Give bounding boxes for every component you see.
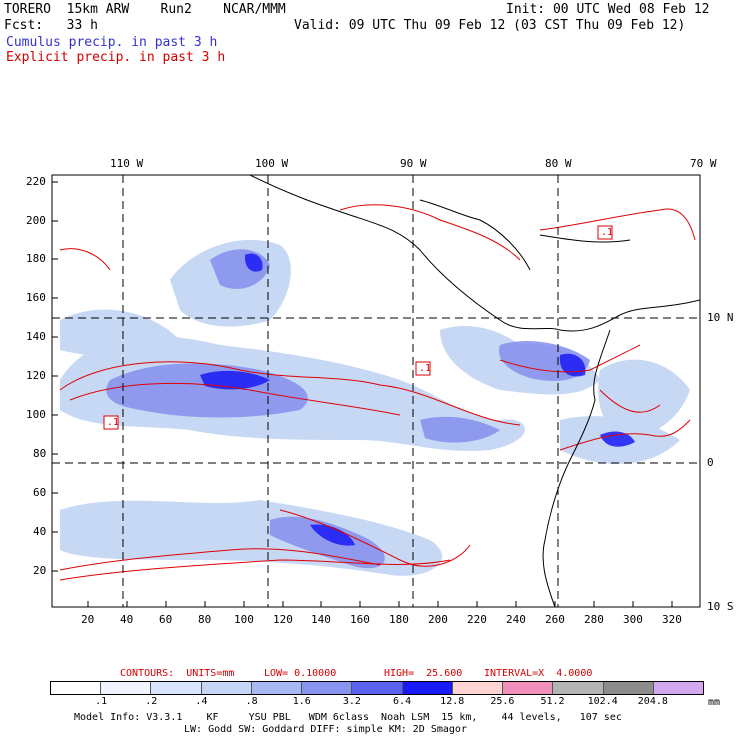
colorbar-label: 51.2 xyxy=(540,696,565,707)
x-tick-label: 160 xyxy=(350,613,370,626)
colorbar-label: 12.8 xyxy=(440,696,465,707)
x-tick-label: 100 xyxy=(234,613,254,626)
colorbar-swatch xyxy=(51,682,102,694)
colorbar-label: 3.2 xyxy=(342,696,361,707)
colorbar xyxy=(50,681,704,695)
colorbar-unit: mm xyxy=(708,697,721,708)
colorbar-swatch xyxy=(302,682,353,694)
map-frame xyxy=(51,174,701,608)
cumulus-precip-label: Cumulus precip. in past 3 h xyxy=(6,35,218,50)
y-tick-label: 200 xyxy=(26,214,46,227)
model-info: Model Info: V3.3.1 KF YSU PBL WDM 6class… xyxy=(74,712,622,723)
init-time: Init: 00 UTC Wed 08 Feb 12 xyxy=(506,2,710,17)
y-tick-label: 220 xyxy=(26,175,46,188)
colorbar-swatch xyxy=(503,682,554,694)
y-tick-label: 160 xyxy=(26,291,46,304)
colorbar-label: 102.4 xyxy=(587,696,618,707)
lat-label: 10 S xyxy=(707,600,734,613)
y-tick-label: 100 xyxy=(26,408,46,421)
y-tick-label: 40 xyxy=(33,525,47,538)
valid-time: Valid: 09 UTC Thu 09 Feb 12 (03 CST Thu … xyxy=(294,18,686,33)
y-tick-label: 20 xyxy=(33,564,47,577)
contours-interval: INTERVAL=X 4.0000 xyxy=(484,668,593,679)
colorbar-swatch xyxy=(352,682,403,694)
colorbar-swatch xyxy=(402,682,453,694)
colorbar-label: 1.6 xyxy=(292,696,311,707)
x-tick-label: 280 xyxy=(584,613,604,626)
contours-low: LOW= 0.10000 xyxy=(264,668,337,679)
colorbar-label: 6.4 xyxy=(393,696,412,707)
x-tick-label: 80 xyxy=(198,613,212,626)
x-tick-label: 180 xyxy=(389,613,409,626)
x-tick-label: 240 xyxy=(506,613,526,626)
colorbar-swatch xyxy=(653,682,704,694)
colorbar-swatch xyxy=(201,682,252,694)
model-physics: LW: Godd SW: Goddard DIFF: simple KM: 2D… xyxy=(184,724,467,735)
colorbar-label: .2 xyxy=(145,696,158,707)
colorbar-label: .4 xyxy=(195,696,208,707)
contours-high: HIGH= 25.600 xyxy=(384,668,463,679)
forecast-hour: Fcst: 33 h xyxy=(4,18,98,33)
x-tick-label: 260 xyxy=(545,613,565,626)
y-tick-label: 80 xyxy=(33,447,47,460)
contours-units: CONTOURS: UNITS=mm xyxy=(120,668,235,679)
contour-label: .1 xyxy=(419,363,432,374)
x-tick-label: 20 xyxy=(81,613,95,626)
lat-label: 0 xyxy=(707,456,714,469)
y-tick-label: 60 xyxy=(33,486,47,499)
contour-label: .1 xyxy=(107,417,120,428)
colorbar-label: .8 xyxy=(245,696,258,707)
colorbar-swatch xyxy=(151,682,202,694)
colorbar-swatch xyxy=(553,682,604,694)
y-tick-label: 180 xyxy=(26,252,46,265)
colorbar-swatch xyxy=(101,682,152,694)
colorbar-swatch xyxy=(603,682,654,694)
colorbar-label: 204.8 xyxy=(637,696,668,707)
x-tick-label: 60 xyxy=(159,613,173,626)
y-tick-label: 120 xyxy=(26,369,46,382)
contour-label: .1 xyxy=(601,227,614,238)
x-tick-label: 200 xyxy=(428,613,448,626)
lon-label: 90 W xyxy=(400,157,427,170)
lon-label: 110 W xyxy=(110,157,144,170)
lat-label: 10 N xyxy=(707,311,734,324)
colorbar-label: .1 xyxy=(95,696,108,707)
y-tick-label: 140 xyxy=(26,330,46,343)
lon-label: 100 W xyxy=(255,157,289,170)
x-tick-label: 220 xyxy=(467,613,487,626)
colorbar-label: 25.6 xyxy=(490,696,515,707)
x-tick-label: 300 xyxy=(623,613,643,626)
precip-field xyxy=(52,175,700,607)
colorbar-swatch xyxy=(251,682,303,694)
lon-label: 80 W xyxy=(545,157,572,170)
x-tick-label: 140 xyxy=(311,613,331,626)
x-tick-label: 40 xyxy=(120,613,134,626)
colorbar-swatch xyxy=(452,682,504,694)
model-title: TORERO 15km ARW Run2 NCAR/MMM xyxy=(4,2,286,17)
x-tick-label: 120 xyxy=(273,613,293,626)
lon-label: 70 W xyxy=(690,157,717,170)
explicit-precip-label: Explicit precip. in past 3 h xyxy=(6,50,226,65)
x-tick-label: 320 xyxy=(662,613,682,626)
